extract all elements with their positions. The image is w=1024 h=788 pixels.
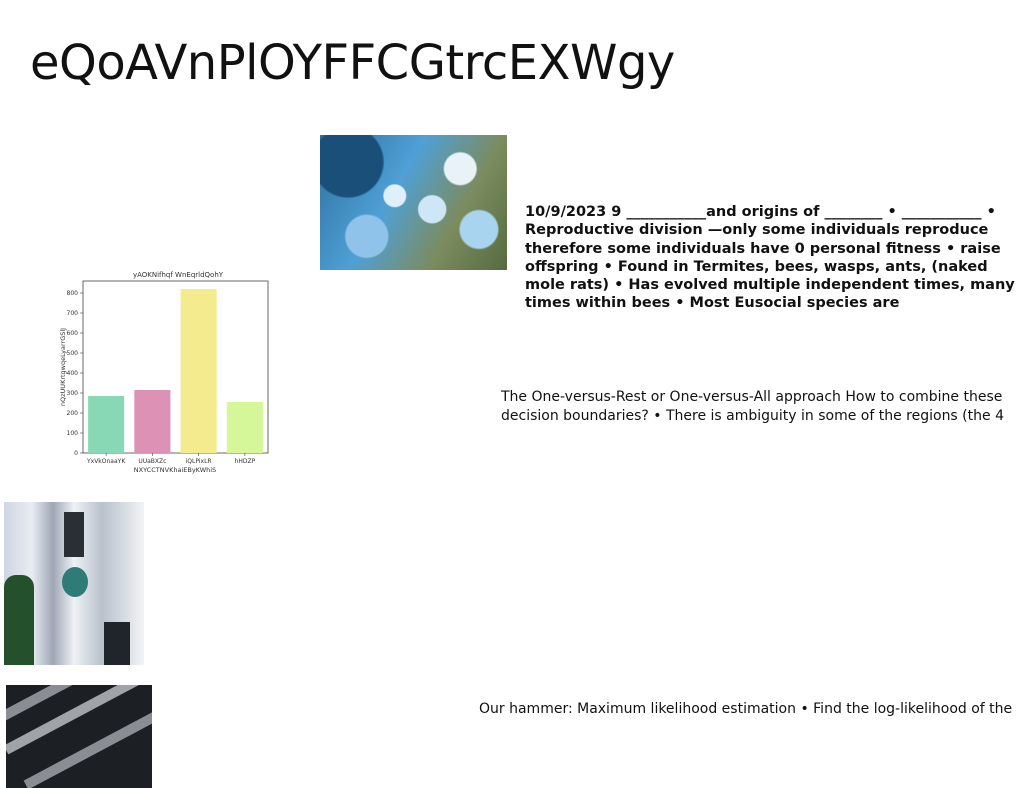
x-tick-label: YxVkOnaaYK [86,458,126,465]
dark-beams-image [6,685,152,788]
y-tick-label: 200 [67,410,79,417]
y-tick-label: 100 [67,430,79,437]
y-tick-label: 600 [67,330,79,337]
bars [88,289,263,453]
y-tick-label: 400 [67,370,79,377]
x-tick-label: hHDZP [235,458,256,465]
abstract-painting-image [320,135,507,270]
y-tick-label: 500 [67,350,79,357]
y-tick-label: 800 [67,290,79,297]
x-axis-label: NXYCCTNVKhaiEByKWhiS [134,466,216,474]
one-vs-rest-paragraph: The One-versus-Rest or One-versus-All ap… [501,389,1004,424]
x-tick-label: iQLPixLR [186,458,212,465]
y-axis-label: nQzUUKrtgwqeLyarrGSlJ [59,328,67,406]
building-facade-image [4,502,144,665]
y-tick-label: 0 [74,450,78,457]
bar [88,396,125,453]
x-axis: YxVkOnaaYK UUaBXZc iQLPixLR hHDZP [86,453,256,465]
y-tick-label: 300 [67,390,79,397]
mle-paragraph: Our hammer: Maximum likelihood estimatio… [479,701,1013,717]
y-tick-label: 700 [67,310,79,317]
x-tick-label: UUaBXZc [138,458,166,465]
page-title: eQoAVnPlOYFFCGtrcEXWgy [30,35,675,91]
chart-title: yAOKNifhqf WnEqrldQohY [133,271,224,279]
bar [134,390,171,453]
y-axis: 0 100 200 300 400 500 600 700 800 [67,290,83,457]
bar [226,402,263,453]
plot-frame [82,280,269,454]
biology-notes-paragraph: 10/9/2023 9 ___________and origins of __… [525,204,1015,312]
bar-chart: yAOKNifhqf WnEqrldQohY 0 100 200 300 400 500 6… [59,271,269,474]
bar [180,289,217,453]
